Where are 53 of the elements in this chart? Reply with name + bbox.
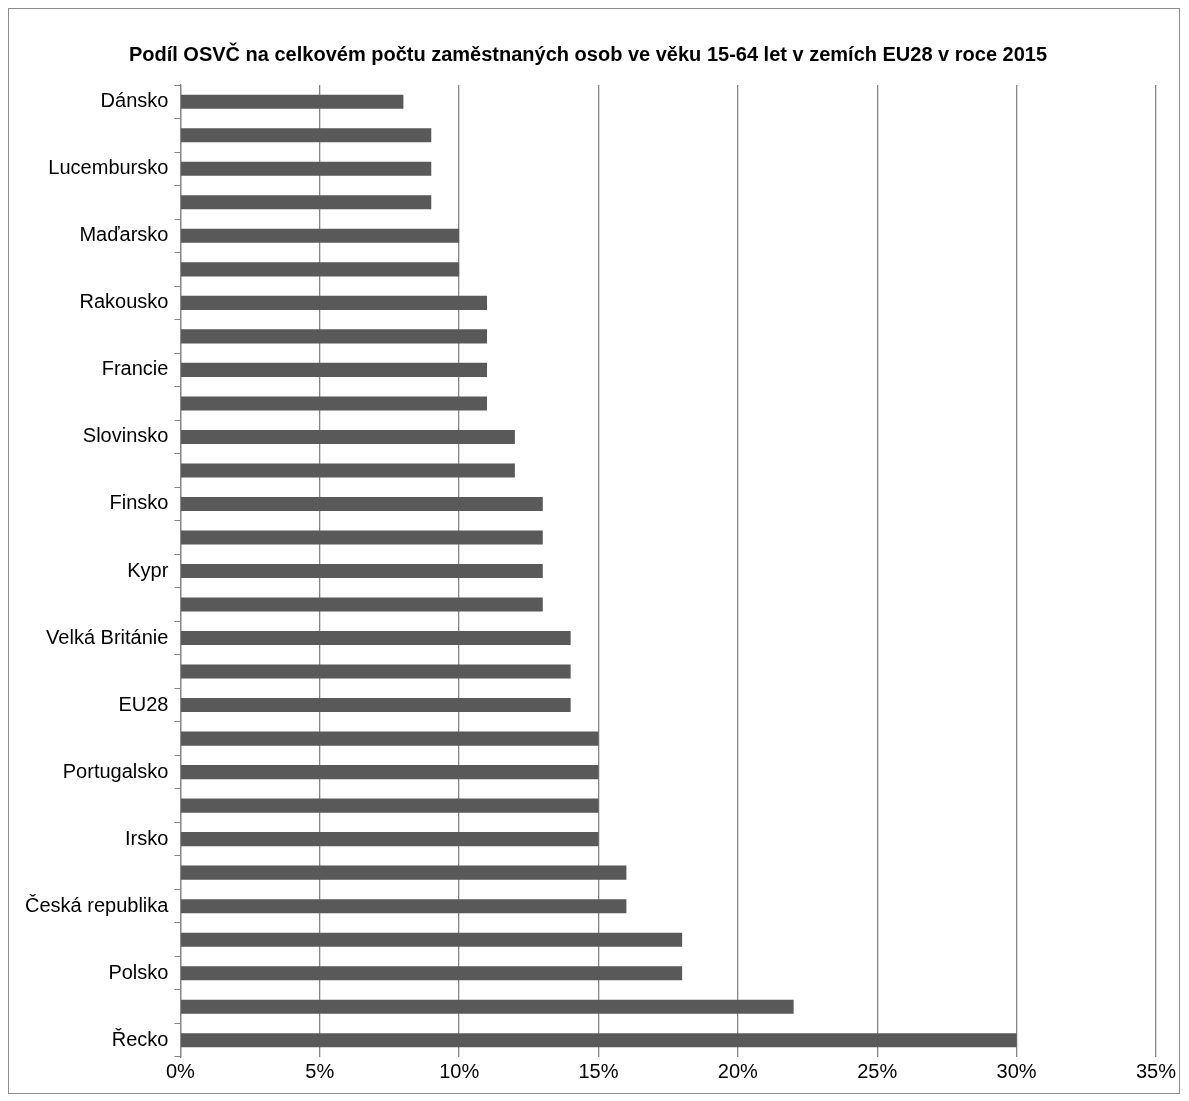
bar	[181, 396, 488, 411]
y-tick-label: EU28	[118, 692, 169, 715]
bar	[181, 731, 599, 746]
bar	[181, 463, 515, 478]
x-tick-label: 0%	[165, 1059, 196, 1082]
bar	[181, 765, 599, 780]
y-tick-label: Kypr	[127, 558, 169, 581]
y-tick-label: Rakousko	[79, 290, 169, 313]
bar	[181, 1033, 1017, 1048]
y-tick-label: Dánsko	[100, 89, 169, 112]
y-tick-label: Irsko	[125, 826, 169, 849]
bar	[181, 161, 432, 176]
bar	[181, 798, 599, 813]
x-tick-label: 20%	[717, 1059, 759, 1082]
y-tick-label: Česká republika	[24, 893, 170, 916]
bar	[181, 496, 543, 511]
y-tick-label: Polsko	[108, 960, 169, 983]
chart-title: Podíl OSVČ na celkovém počtu zaměstnaných osob ve věku 15-64 let v zemích EU28 v roce 2015	[128, 41, 1048, 65]
bar	[181, 966, 683, 981]
x-tick-label: 35%	[1135, 1059, 1177, 1082]
bar	[181, 530, 543, 545]
bar	[181, 865, 627, 880]
x-tick-label: 15%	[578, 1059, 619, 1082]
bar	[181, 664, 571, 679]
bar	[181, 295, 488, 310]
y-tick-label: Slovinsko	[82, 424, 169, 447]
y-tick-label: Řecko	[111, 1027, 169, 1050]
y-tick-label: Lucembursko	[48, 156, 169, 179]
x-tick-label: 30%	[996, 1059, 1037, 1082]
bar	[181, 429, 515, 444]
x-tick-label: 10%	[439, 1059, 480, 1082]
bar	[181, 932, 683, 947]
bar	[181, 698, 571, 713]
bar	[181, 631, 571, 646]
bar	[181, 262, 460, 277]
bar	[181, 228, 460, 243]
y-tick-label: Francie	[101, 357, 169, 380]
bar	[181, 597, 543, 612]
bar	[181, 362, 488, 377]
bar	[181, 195, 432, 210]
bar	[181, 329, 488, 344]
bar	[181, 899, 627, 914]
bar	[181, 94, 404, 109]
bar	[181, 563, 543, 579]
x-tick-label: 5%	[305, 1059, 335, 1082]
y-tick-label: Velká Británie	[46, 625, 169, 648]
y-tick-label: Portugalsko	[62, 759, 169, 782]
bar	[181, 999, 794, 1014]
y-tick-label: Finsko	[109, 491, 169, 514]
y-tick-label: Maďarsko	[79, 223, 169, 246]
bar	[181, 128, 432, 143]
bar	[181, 832, 599, 847]
x-tick-label: 25%	[857, 1059, 898, 1082]
